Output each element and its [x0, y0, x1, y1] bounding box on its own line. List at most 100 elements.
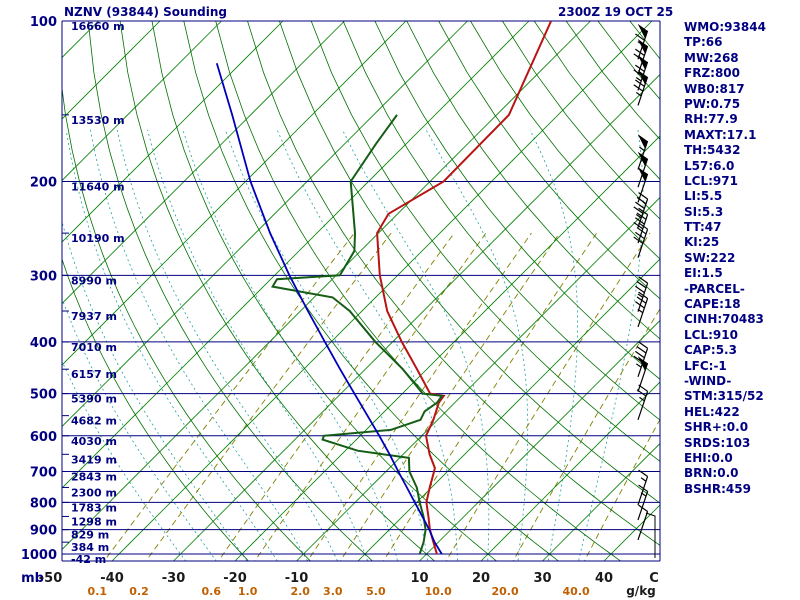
barb-full: [636, 389, 647, 397]
height-label: 7010 m: [71, 341, 117, 354]
isotherm-line: [62, 21, 284, 243]
pressure-label: 600: [30, 430, 57, 445]
wind-barb: [633, 222, 649, 258]
isotherm-line: [62, 21, 591, 551]
barb-staff: [637, 173, 649, 203]
barb-full: [638, 469, 648, 477]
moist-adiabat: [62, 297, 217, 561]
mixing-ratio-label: 2.0: [290, 585, 310, 598]
stats-line: PW:0.75: [684, 96, 741, 111]
wind-barb: [636, 384, 649, 421]
temp-label: -30: [162, 571, 186, 586]
barb-full: [636, 281, 647, 289]
barb-staff: [637, 511, 649, 541]
pressure-label: 300: [30, 269, 57, 284]
stats-line: LCL:971: [684, 173, 738, 188]
mixing-ratio-lines: [103, 232, 660, 561]
barb-full: [633, 221, 644, 230]
pressure-label: 100: [30, 15, 57, 30]
barb-full: [633, 84, 644, 92]
mixing-ratio-line: [382, 232, 597, 561]
station-title: NZNV (93844) Sounding: [64, 5, 227, 19]
isotherm-line: [62, 21, 161, 120]
stats-panel: WMO:93844 TP:66 MW:268 FRZ:800 WB0:817 PW:0.7…: [684, 20, 798, 497]
barb-half: [635, 363, 642, 368]
pressure-label: 800: [30, 496, 57, 511]
stats-line: FRZ:800: [684, 66, 740, 81]
mixing-ratio-line: [512, 308, 660, 561]
mixing-ratio-label: 0.2: [129, 585, 149, 598]
parcel-trace: [215, 62, 443, 555]
dry-adiabat: [342, 21, 660, 421]
temp-label: 20: [472, 571, 490, 586]
temperature-trace: [376, 21, 553, 555]
sounding-traces: [215, 21, 553, 555]
stats-line: SW:222: [684, 250, 736, 265]
height-label: 384 m: [71, 541, 109, 554]
temp-label: -40: [100, 571, 124, 586]
height-label: 16660 m: [71, 20, 125, 33]
height-label: 829 m: [71, 529, 109, 542]
dry-adiabat: [438, 21, 660, 300]
moist-adiabat: [529, 129, 578, 561]
barb-half: [637, 308, 644, 314]
wind-barb: [635, 276, 649, 312]
stats-line: MW:268: [684, 50, 739, 65]
temp-label: -50: [39, 571, 63, 586]
mixing-ratio-line: [217, 232, 455, 561]
barb-full: [638, 384, 648, 392]
height-label: 6157 m: [71, 368, 117, 381]
isotherm-line: [111, 21, 653, 561]
mixing-ratio-line: [254, 232, 487, 561]
stats-line: MAXT:17.1: [684, 127, 757, 142]
barb-full: [636, 346, 647, 354]
stats-line: LFC:-1: [684, 358, 727, 373]
barb-flag: [637, 356, 648, 371]
pressure-label: 400: [30, 336, 57, 351]
temp-unit-label: C: [649, 571, 659, 586]
dry-adiabat: [247, 21, 660, 546]
mixing-ratio-labels: 0.1 0.2 0.6 1.0 2.0 3.0 5.0 10.0 20.0 40.0 g/kg: [88, 584, 656, 598]
barb-full: [638, 207, 648, 216]
barb-half: [639, 396, 645, 402]
barb-full: [638, 222, 648, 230]
stats-line: WB0:817: [684, 81, 745, 96]
wind-barb: [633, 207, 649, 244]
barb-full: [635, 231, 645, 240]
stats-line: -WIND-: [684, 373, 732, 388]
mixing-ratio-label: 0.1: [88, 585, 108, 598]
dry-adiabat: [279, 21, 660, 504]
barb-half: [639, 146, 645, 152]
pressure-label: 1000: [21, 548, 57, 563]
stats-line: SHR+:0.0: [684, 420, 749, 435]
barb-flag: [637, 134, 648, 149]
barb-flag: [637, 23, 648, 39]
wind-barb: [635, 291, 649, 328]
height-label: 11640 m: [71, 180, 125, 193]
mixing-ratio-label: 0.6: [202, 585, 222, 598]
barb-staff: [637, 363, 649, 392]
barb-full: [635, 201, 645, 209]
height-label: 8990 m: [71, 274, 117, 287]
height-label: 7937 m: [71, 310, 117, 323]
wind-barb: [633, 192, 649, 228]
temp-label: -10: [285, 571, 309, 586]
mixing-ratio-line: [307, 232, 532, 561]
height-label: 1783 m: [71, 501, 117, 514]
dry-adiabat: [374, 21, 660, 380]
moist-adiabat: [62, 360, 187, 561]
mixing-ratio-label: 5.0: [366, 585, 386, 598]
wind-barb: [637, 356, 649, 392]
mixing-ratio-line: [339, 232, 560, 561]
barb-full: [636, 212, 647, 220]
stats-line: CAPE:18: [684, 297, 741, 312]
moist-adiabat: [89, 129, 308, 561]
moist-adiabat: [342, 129, 490, 561]
barb-full: [635, 33, 645, 41]
barb-half: [640, 492, 647, 497]
stats-line: HEL:422: [684, 404, 740, 419]
stats-line: SRDS:103: [684, 435, 751, 450]
pressure-label: 500: [30, 388, 57, 403]
surface-wind-marker: [645, 512, 656, 558]
